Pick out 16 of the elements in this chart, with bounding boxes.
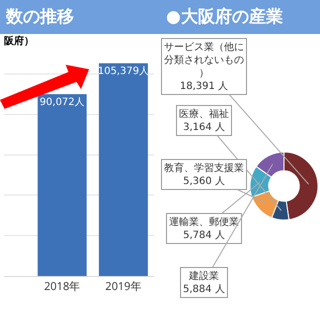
data-label: 5,360 人 [183,176,225,187]
slice-label: 医療、福祉 [179,108,229,120]
data-label: 18,391 人 [180,81,228,92]
slice-label: サービス業（他に分類されないもの） [164,41,244,79]
chart-title: 数の推移 [0,0,160,34]
chart-title: ●大阪府の産業 [160,0,320,34]
slice-label: 建設業 [188,270,219,282]
slice-label: 運輸業、郵便業 [169,216,239,228]
slice-label: 教育、学習支援業 [164,162,244,174]
data-label: 5,884 人 [183,284,225,295]
data-label: 90,072人 [40,97,85,108]
data-label: 3,164 人 [183,122,225,133]
x-tick-label: 2019年 [105,279,142,294]
chart-subtitle: 阪府） [3,34,35,48]
x-tick-label: 2018年 [44,279,80,294]
data-label: 5,784 人 [183,230,225,241]
